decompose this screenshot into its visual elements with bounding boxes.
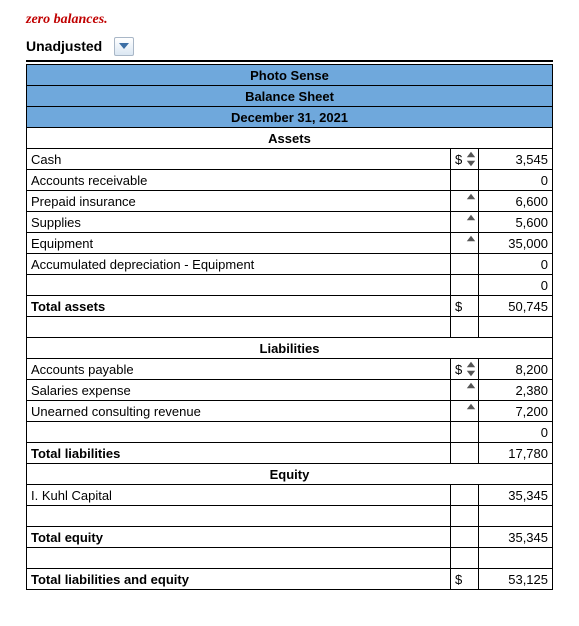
- asset-row-4-amount[interactable]: 35,000: [479, 233, 553, 254]
- total-equity-currency: [451, 527, 479, 548]
- equity-row-1-amount[interactable]: [479, 506, 553, 527]
- total-liabilities-amount: 17,780: [479, 443, 553, 464]
- grand-total-amount: 53,125: [479, 569, 553, 590]
- asset-row-6-label[interactable]: [27, 275, 451, 296]
- report-date: December 31, 2021: [27, 107, 553, 128]
- asset-row-2-label[interactable]: Prepaid insurance: [27, 191, 451, 212]
- asset-row-6-currency[interactable]: [451, 275, 479, 296]
- balance-sheet-table: Photo SenseBalance SheetDecember 31, 202…: [26, 64, 553, 590]
- asset-row-1-label[interactable]: Accounts receivable: [27, 170, 451, 191]
- grand-total-currency: $: [451, 569, 479, 590]
- liability-row-2-currency[interactable]: [451, 401, 479, 422]
- liability-row-3-amount[interactable]: 0: [479, 422, 553, 443]
- liability-row-3-currency[interactable]: [451, 422, 479, 443]
- total-assets-currency: $: [451, 296, 479, 317]
- asset-row-5-currency[interactable]: [451, 254, 479, 275]
- section-assets: Assets: [27, 128, 553, 149]
- liability-row-0-currency[interactable]: $: [451, 359, 479, 380]
- liability-row-1-currency[interactable]: [451, 380, 479, 401]
- report-title: Balance Sheet: [27, 86, 553, 107]
- liability-row-0-label[interactable]: Accounts payable: [27, 359, 451, 380]
- equity-row-1-currency[interactable]: [451, 506, 479, 527]
- equity-row-0-label[interactable]: I. Kuhl Capital: [27, 485, 451, 506]
- asset-row-1-currency[interactable]: [451, 170, 479, 191]
- section-equity: Equity: [27, 464, 553, 485]
- asset-row-2-currency[interactable]: [451, 191, 479, 212]
- total-assets-amount: 50,745: [479, 296, 553, 317]
- company-name: Photo Sense: [27, 65, 553, 86]
- asset-row-0-currency[interactable]: $: [451, 149, 479, 170]
- equity-row-0-currency[interactable]: [451, 485, 479, 506]
- asset-row-6-amount[interactable]: 0: [479, 275, 553, 296]
- asset-row-0-label[interactable]: Cash: [27, 149, 451, 170]
- view-dropdown[interactable]: Unadjusted: [26, 34, 553, 62]
- total-liabilities-currency: [451, 443, 479, 464]
- asset-row-1-amount[interactable]: 0: [479, 170, 553, 191]
- view-dropdown-label: Unadjusted: [26, 34, 110, 58]
- liability-row-2-label[interactable]: Unearned consulting revenue: [27, 401, 451, 422]
- asset-row-5-amount[interactable]: 0: [479, 254, 553, 275]
- liability-row-1-label[interactable]: Salaries expense: [27, 380, 451, 401]
- total-assets-label: Total assets: [27, 296, 451, 317]
- total-liabilities-label: Total liabilities: [27, 443, 451, 464]
- liability-row-3-label[interactable]: [27, 422, 451, 443]
- asset-row-3-amount[interactable]: 5,600: [479, 212, 553, 233]
- equity-row-0-amount[interactable]: 35,345: [479, 485, 553, 506]
- page-fragment-text: zero balances.: [26, 12, 553, 28]
- asset-row-5-label[interactable]: Accumulated depreciation - Equipment: [27, 254, 451, 275]
- asset-row-4-label[interactable]: Equipment: [27, 233, 451, 254]
- liability-row-0-amount[interactable]: 8,200: [479, 359, 553, 380]
- asset-row-3-currency[interactable]: [451, 212, 479, 233]
- asset-row-3-label[interactable]: Supplies: [27, 212, 451, 233]
- chevron-down-icon[interactable]: [114, 37, 134, 56]
- liability-row-2-amount[interactable]: 7,200: [479, 401, 553, 422]
- asset-row-0-amount[interactable]: 3,545: [479, 149, 553, 170]
- section-liabilities: Liabilities: [27, 338, 553, 359]
- total-equity-amount: 35,345: [479, 527, 553, 548]
- asset-row-2-amount[interactable]: 6,600: [479, 191, 553, 212]
- asset-row-4-currency[interactable]: [451, 233, 479, 254]
- liability-row-1-amount[interactable]: 2,380: [479, 380, 553, 401]
- total-equity-label: Total equity: [27, 527, 451, 548]
- grand-total-label: Total liabilities and equity: [27, 569, 451, 590]
- equity-row-1-label[interactable]: [27, 506, 451, 527]
